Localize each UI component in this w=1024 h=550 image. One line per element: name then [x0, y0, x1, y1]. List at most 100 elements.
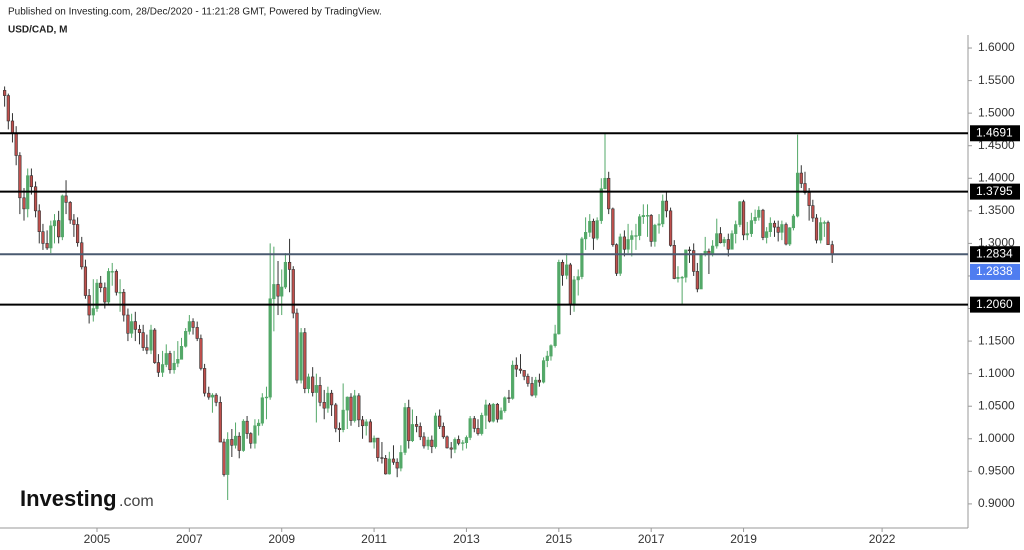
candle-body: [430, 439, 434, 447]
candle-body: [611, 208, 615, 246]
y-tick-label: 1.3000: [978, 236, 1015, 250]
candle-body: [130, 321, 134, 334]
candle-body: [545, 355, 549, 361]
candle-body: [572, 279, 576, 305]
candle-body: [511, 364, 515, 399]
candle-body: [738, 201, 742, 225]
y-tick-label: 1.5500: [978, 73, 1015, 87]
candle-body: [788, 227, 792, 245]
level-label-box: [970, 125, 1020, 142]
candle-body: [407, 407, 411, 442]
candle-body: [433, 415, 438, 447]
last-price-box: [970, 263, 1020, 280]
candle-body: [153, 329, 157, 363]
x-tick-label: 2011: [361, 532, 387, 546]
candle-body: [626, 239, 630, 250]
y-tick-label: 1.3500: [978, 203, 1015, 217]
candle-body: [726, 239, 730, 250]
candle-body: [814, 217, 819, 241]
candle-body: [456, 439, 461, 444]
candle-body: [137, 329, 142, 333]
candle-body: [283, 261, 288, 288]
candle-body: [253, 425, 257, 444]
candle-body: [276, 284, 280, 297]
candle-body: [95, 282, 99, 309]
level-label: 1.3795: [976, 184, 1013, 198]
x-tick-label: 2007: [176, 532, 203, 546]
candle-body: [741, 201, 746, 236]
level-label: 1.2834: [976, 246, 1013, 260]
candle-body: [207, 392, 211, 398]
x-tick-label: 2015: [545, 532, 572, 546]
candle-body: [218, 402, 222, 443]
candle-body: [711, 245, 715, 255]
candle-body: [83, 266, 88, 296]
candle-body: [580, 238, 584, 277]
candle-body: [414, 424, 419, 427]
candle-body: [749, 220, 754, 234]
y-tick-label: 1.0000: [978, 431, 1015, 445]
candle-body: [661, 200, 665, 225]
candle-body: [791, 215, 796, 229]
candle-body: [311, 376, 315, 393]
candle-body: [72, 219, 76, 225]
x-tick-label: 2005: [84, 532, 111, 546]
x-tick-label: 2009: [268, 532, 295, 546]
candle-body: [599, 188, 603, 221]
candle-body: [353, 395, 357, 421]
candle-body: [684, 249, 688, 278]
candle-body: [357, 395, 361, 421]
symbol-label: USD/CAD, M: [8, 25, 67, 36]
candle-body: [141, 332, 145, 348]
candle-body: [380, 457, 384, 459]
candle-body: [399, 452, 403, 469]
candle-body: [214, 394, 218, 403]
candle-body: [476, 428, 480, 434]
candle-body: [549, 345, 553, 357]
candle-body: [560, 261, 565, 276]
candle-body: [614, 244, 619, 274]
candle-body: [687, 249, 692, 252]
candle-body: [337, 428, 342, 430]
candle-body: [287, 261, 292, 270]
candle-body: [114, 271, 118, 293]
candle-body: [541, 360, 546, 383]
candle-body: [260, 397, 264, 424]
y-tick-label: 1.4500: [978, 138, 1015, 152]
candle-body: [60, 195, 64, 238]
candle-body: [245, 420, 249, 434]
candle-body: [461, 442, 465, 444]
candle-body: [668, 210, 673, 246]
y-tick-label: 1.1000: [978, 366, 1015, 380]
candle-body: [830, 244, 834, 255]
candle-body: [464, 437, 469, 443]
candle-body: [241, 420, 245, 451]
candle-body: [784, 224, 788, 245]
candle-body: [418, 426, 422, 438]
candle-body: [160, 364, 165, 373]
candle-body: [780, 224, 784, 233]
candle-body: [168, 353, 172, 371]
candle-body: [734, 224, 738, 234]
candle-body: [22, 197, 26, 210]
y-tick-label: 1.4000: [978, 170, 1015, 184]
y-tick-label: 1.6000: [978, 40, 1015, 54]
candle-body: [503, 397, 507, 412]
candle-body: [584, 232, 588, 240]
candle-body: [391, 458, 396, 463]
candle-body: [191, 321, 195, 328]
logo-name: Investing: [20, 486, 117, 511]
y-tick-label: 1.0500: [978, 398, 1015, 412]
candle-body: [164, 353, 168, 365]
candle-body: [230, 439, 234, 446]
candle-body: [641, 215, 645, 218]
candle-body: [133, 321, 137, 330]
candle-body: [757, 209, 761, 218]
candle-body: [210, 394, 215, 398]
level-label-box: [970, 246, 1020, 263]
candle-body: [495, 403, 499, 420]
candle-body: [595, 220, 599, 239]
candle-body: [314, 385, 318, 393]
candle-body: [811, 205, 815, 219]
candle-body: [334, 404, 338, 429]
